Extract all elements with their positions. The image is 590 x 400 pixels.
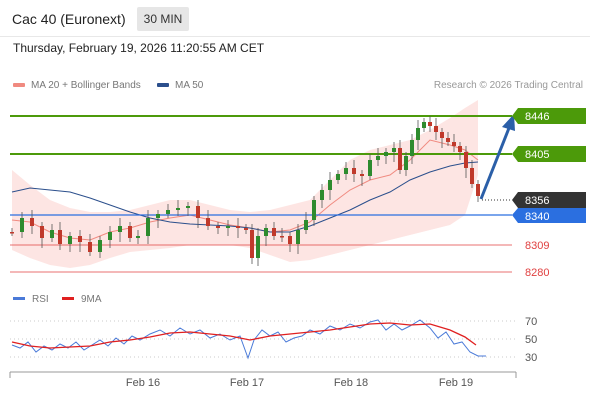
projection-arrow: [479, 114, 515, 200]
candle-body: [312, 200, 316, 220]
top-bar: Cac 40 (Euronext) 30 MIN: [0, 0, 590, 36]
x-tick-feb18: Feb 18: [334, 377, 368, 389]
candle-body: [384, 152, 388, 156]
candle-body: [156, 214, 160, 218]
candle-body: [118, 226, 122, 232]
candle-body: [422, 122, 426, 128]
candle-body: [136, 236, 140, 238]
level-tag-8446: 8446: [512, 108, 586, 124]
candle-body: [440, 132, 444, 138]
candle-body: [360, 174, 364, 176]
header-divider: [0, 36, 590, 37]
rsi-tick-70: 70: [525, 316, 537, 328]
candle-body: [434, 126, 438, 132]
candle-body: [336, 174, 340, 180]
candle-body: [264, 228, 268, 236]
legend-ma20: MA 20 + Bollinger Bands: [13, 80, 141, 91]
rsi-tick-30: 30: [525, 352, 537, 364]
candle-body: [416, 128, 420, 140]
bollinger-band: [12, 100, 478, 268]
candle-body: [244, 228, 248, 230]
level-label-8405: 8405: [525, 149, 549, 161]
candle-body: [464, 152, 468, 168]
timeframe-button[interactable]: 30 MIN: [137, 7, 189, 31]
candle-body: [20, 218, 24, 232]
level-tag-8340: 8340: [512, 208, 586, 223]
candle-body: [470, 168, 474, 184]
candle-body: [328, 180, 332, 190]
candle-body: [196, 206, 200, 218]
rsi-tick-50: 50: [525, 334, 537, 346]
rsi-line: [11, 319, 486, 360]
x-tick-feb17: Feb 17: [230, 377, 264, 389]
candle-body: [50, 230, 54, 238]
candle-body: [398, 148, 402, 170]
candle-body: [288, 236, 292, 244]
x-tick-feb19: Feb 19: [439, 377, 473, 389]
candle-body: [206, 218, 210, 226]
level-label-8340: 8340: [525, 211, 549, 223]
candle-body: [296, 230, 300, 244]
candle-body: [10, 232, 14, 234]
chart-datetime: Thursday, February 19, 2026 11:20:55 AM …: [13, 41, 265, 55]
candle-body: [98, 240, 102, 252]
candle-body: [452, 142, 456, 146]
candle-body: [58, 230, 62, 244]
candle-body: [88, 242, 92, 252]
instrument-title: Cac 40 (Euronext): [12, 11, 126, 27]
candle-body: [108, 232, 112, 240]
candle-body: [236, 226, 240, 228]
ma20-swatch: [13, 83, 25, 88]
level-label-8280: 8280: [525, 267, 549, 279]
candle-body: [344, 168, 348, 174]
candle-body: [458, 146, 462, 152]
level-label-8446: 8446: [525, 111, 549, 123]
candle-body: [404, 156, 408, 170]
candle-body: [410, 140, 414, 156]
rsi-9ma-line: [11, 322, 477, 349]
ma50-line: [11, 161, 479, 233]
legend-ma20-label: MA 20 + Bollinger Bands: [31, 80, 141, 91]
candle-body: [272, 228, 276, 236]
candle-body: [40, 226, 44, 238]
candle-body: [216, 226, 220, 228]
rsi9ma-swatch: [62, 297, 74, 300]
candle-body: [280, 236, 284, 238]
candle-body: [128, 226, 132, 238]
candle-body: [78, 236, 82, 242]
candle-body: [226, 226, 230, 228]
legend-ma50-label: MA 50: [175, 80, 204, 91]
level-label-8356: 8356: [525, 195, 549, 207]
level-tag-8405: 8405: [512, 146, 586, 162]
candle-body: [392, 148, 396, 152]
candle-body: [376, 156, 380, 160]
x-tick-feb16: Feb 16: [126, 377, 160, 389]
level-tag-8356: 8356: [512, 192, 586, 208]
candle-body: [186, 206, 190, 208]
candle-body: [352, 168, 356, 174]
candle-body: [320, 190, 324, 200]
candle-body: [256, 236, 260, 258]
candle-body: [476, 184, 480, 196]
level-label-8309: 8309: [525, 240, 549, 252]
ma50-swatch: [157, 83, 169, 88]
candle-body: [176, 208, 180, 210]
candle-body: [428, 122, 432, 126]
candle-body: [68, 236, 72, 244]
candlestick-series: [10, 116, 480, 266]
candle-body: [250, 230, 254, 258]
legend-ma50: MA 50: [157, 80, 203, 91]
rsi-swatch: [13, 297, 25, 300]
candle-body: [304, 220, 308, 230]
candle-body: [446, 138, 450, 142]
candle-body: [166, 210, 170, 214]
candle-body: [368, 160, 372, 176]
candle-body: [146, 218, 150, 236]
candle-body: [30, 218, 34, 226]
rsi9ma-legend-label: 9MA: [81, 294, 102, 305]
research-credit: Research © 2026 Trading Central: [433, 80, 583, 91]
rsi-legend-label: RSI: [32, 294, 49, 305]
